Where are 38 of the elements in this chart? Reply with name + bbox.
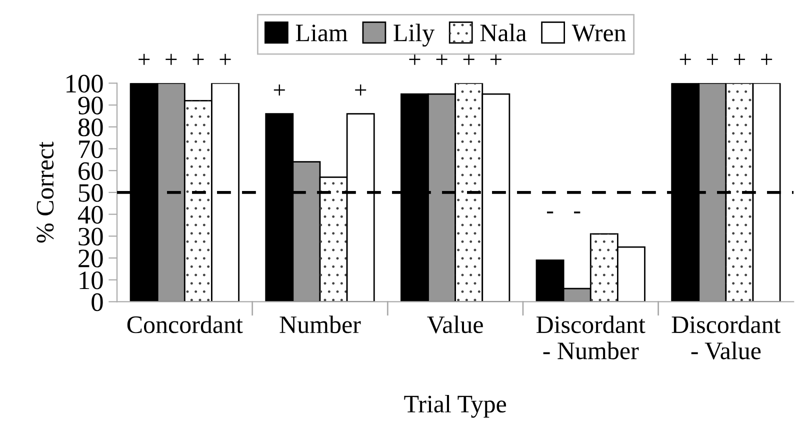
data-label: +: [734, 54, 745, 65]
y-tick-label: 60: [78, 162, 103, 180]
data-label: +: [680, 54, 691, 65]
y-tick-label: 30: [78, 228, 103, 246]
data-label: +: [463, 54, 474, 65]
data-label: +: [138, 54, 150, 65]
y-tick-label: 0: [92, 293, 103, 312]
y-tick-label: 80: [78, 118, 103, 136]
legend-label: Liam: [296, 24, 348, 42]
data-label: +: [220, 54, 231, 65]
data-label: -: [546, 212, 554, 214]
x-tick-label: Discordant - Value: [672, 316, 781, 360]
data-label: +: [166, 54, 177, 65]
data-label: +: [274, 84, 285, 96]
data-label: +: [355, 84, 366, 96]
y-axis-title: % Correct: [36, 142, 54, 243]
y-tick-label: 90: [78, 96, 103, 114]
y-tick-label: 70: [79, 140, 103, 158]
data-label: -: [574, 212, 580, 214]
y-tick-label: 20: [78, 250, 103, 268]
x-tick-label: Value: [427, 316, 483, 334]
legend-label: Lily: [394, 24, 435, 47]
y-tick-label: 50: [78, 184, 103, 202]
x-axis-title: Trial Type: [404, 394, 506, 418]
data-label: +: [409, 54, 420, 65]
data-label: +: [761, 54, 772, 65]
legend-label: Wren: [572, 24, 626, 42]
x-tick-label: Concordant: [127, 316, 243, 334]
y-tick-label: 10: [80, 271, 103, 290]
x-tick-label: Number: [280, 316, 361, 334]
data-label: +: [706, 54, 718, 65]
legend-label: Nala: [480, 24, 526, 42]
data-label: +: [490, 54, 502, 65]
x-tick-label: Discordant - Number: [536, 316, 646, 360]
y-tick-label: 100: [66, 74, 103, 93]
y-tick-label: 40: [78, 206, 103, 224]
data-label: +: [436, 54, 448, 65]
data-label: +: [192, 54, 204, 65]
